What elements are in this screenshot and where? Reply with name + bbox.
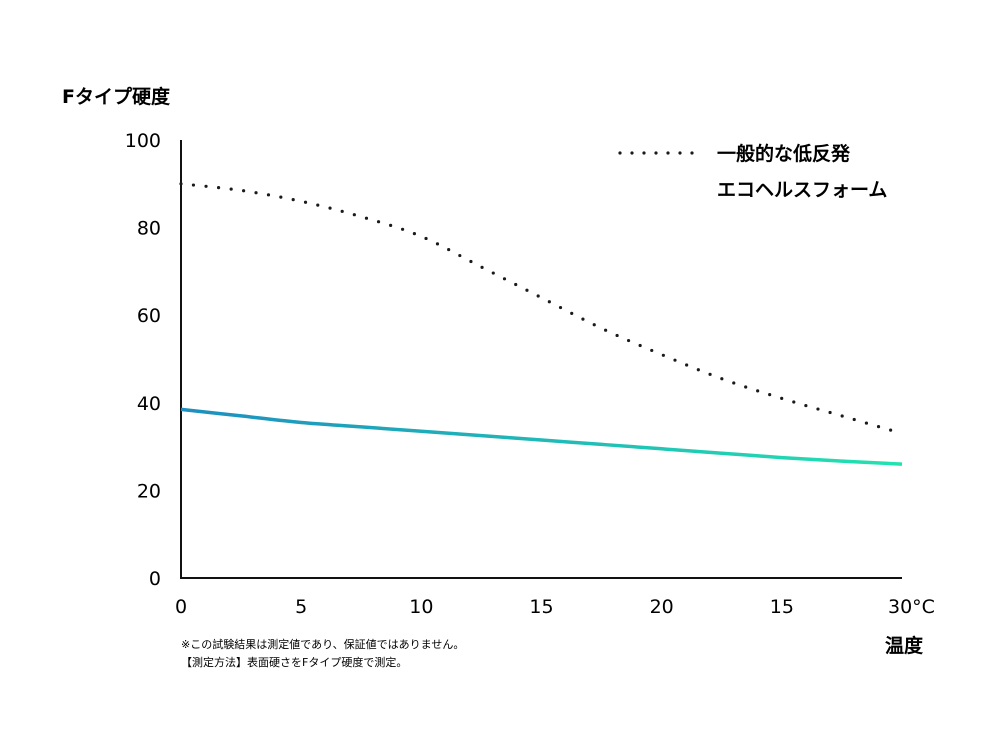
y-tick-label: 0 — [149, 568, 161, 590]
x-tick-label: 15 — [770, 596, 794, 618]
legend-label-eco: エコヘルスフォーム — [717, 179, 887, 201]
y-tick-label: 40 — [137, 393, 161, 415]
x-tick-label: 0 — [175, 596, 187, 618]
y-tick-label: 60 — [137, 305, 161, 327]
x-tick-label: 5 — [295, 596, 307, 618]
note-disclaimer: ※この試験結果は測定値であり、保証値ではありません。 — [181, 637, 464, 651]
x-tick-labels: 0 5 10 15 20 15 30°C — [175, 596, 935, 618]
legend: 一般的な低反発 エコヘルスフォーム — [618, 142, 887, 201]
x-tick-label: 15 — [529, 596, 553, 618]
x-tick-label: 20 — [650, 596, 674, 618]
x-tick-label: 30°C — [888, 596, 935, 618]
y-tick-labels: 0 20 40 60 80 100 — [125, 130, 161, 590]
series-layer — [179, 182, 904, 466]
y-tick-label: 20 — [137, 480, 161, 502]
y-tick-label: 80 — [137, 218, 161, 240]
x-tick-label: 10 — [409, 596, 433, 618]
series-line-standard-lowrebound — [179, 182, 904, 436]
y-tick-label: 100 — [125, 130, 161, 152]
series-line-ecohealthfoam — [180, 407, 903, 466]
legend-label-standard: 一般的な低反発 — [717, 142, 851, 165]
y-axis-title: Fタイプ硬度 — [62, 85, 171, 108]
x-axis-title: 温度 — [885, 634, 924, 657]
note-method: 【測定方法】表面硬さをFタイプ硬度で測定。 — [181, 655, 407, 669]
